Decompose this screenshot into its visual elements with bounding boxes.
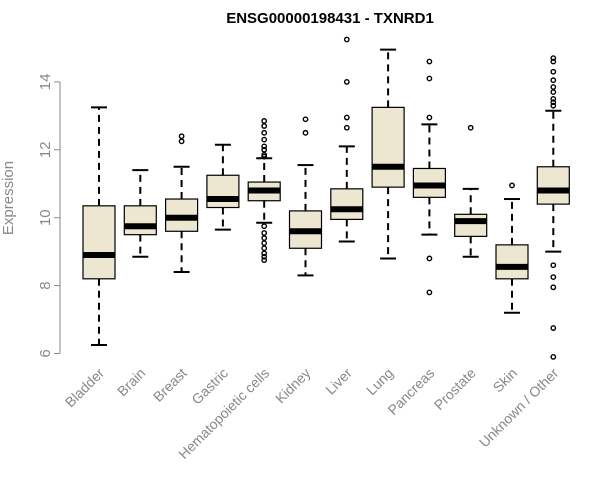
outlier-point	[550, 95, 557, 102]
outlier-point	[302, 116, 309, 123]
box-liver	[330, 36, 364, 243]
outlier-point	[261, 257, 268, 264]
outlier-point	[261, 230, 268, 236]
outlier-point	[343, 36, 350, 43]
chart-title: ENSG00000198431 - TXNRD1	[226, 10, 434, 27]
y-tick-label: 10	[37, 209, 54, 226]
y-tick-label: 8	[37, 281, 54, 289]
x-tick-label: Kidney	[272, 365, 314, 407]
outlier-point	[550, 84, 557, 90]
outlier-point	[343, 79, 350, 85]
outlier-point	[261, 143, 268, 150]
iqr-box	[371, 106, 405, 188]
x-tick-label: Prostate	[431, 365, 479, 413]
outlier-point	[261, 245, 268, 252]
outlier-point	[426, 114, 433, 121]
x-tick-label: Bladder	[62, 365, 108, 411]
outlier-point	[550, 58, 557, 65]
outlier-point	[343, 124, 350, 131]
outlier-point	[302, 129, 309, 136]
outlier-point	[178, 133, 185, 140]
outlier-point	[550, 89, 557, 95]
outlier-point	[178, 138, 185, 145]
iqr-box	[330, 188, 364, 220]
outlier-point	[550, 68, 557, 75]
box-kidney	[288, 116, 323, 277]
iqr-box	[206, 174, 240, 209]
y-tick-label: 6	[37, 349, 54, 357]
outlier-point	[550, 284, 557, 291]
iqr-box	[82, 205, 116, 280]
outlier-point	[343, 114, 350, 121]
x-tick-label: Skin	[490, 365, 521, 396]
iqr-box	[454, 213, 488, 237]
outlier-point	[261, 123, 268, 129]
outlier-point	[261, 146, 268, 153]
box-breast	[165, 133, 199, 274]
x-tick-label: Liver	[322, 365, 355, 398]
y-axis-label: Expression	[0, 161, 17, 235]
iqr-box	[495, 244, 529, 280]
outlier-point	[261, 235, 268, 241]
box-prostate	[454, 124, 488, 258]
box-unknown-other	[536, 55, 570, 360]
outlier-point	[426, 58, 433, 65]
outlier-point	[550, 262, 557, 269]
box-lung	[371, 48, 405, 260]
outlier-point	[467, 124, 474, 131]
outlier-point	[261, 250, 268, 257]
box-gastric	[206, 143, 240, 231]
outlier-point	[261, 136, 268, 143]
box-bladder	[82, 106, 116, 347]
boxes-group	[82, 36, 570, 360]
iqr-box	[536, 166, 570, 205]
outlier-point	[509, 182, 515, 189]
outlier-point	[550, 102, 557, 109]
outlier-point	[261, 129, 268, 136]
outlier-point	[261, 253, 268, 260]
y-tick-label: 14	[37, 74, 54, 91]
outlier-point	[550, 99, 557, 106]
iqr-box	[123, 205, 157, 236]
outlier-point	[261, 118, 268, 124]
y-axis: 6 8 10 12 14	[37, 74, 61, 358]
outlier-point	[550, 353, 557, 360]
x-tick-label: Lung	[363, 365, 396, 398]
y-tick-label: 12	[37, 141, 54, 158]
box-pancreas	[412, 58, 446, 296]
outlier-point	[261, 240, 268, 247]
outlier-point	[261, 223, 268, 230]
outlier-point	[550, 77, 557, 84]
box-brain	[123, 169, 157, 258]
box-skin	[495, 182, 529, 314]
x-tick-label: Brain	[114, 365, 148, 399]
outlier-point	[550, 274, 557, 281]
outlier-point	[426, 255, 433, 262]
box-hematopoietic-cells	[247, 118, 281, 264]
outlier-point	[550, 325, 557, 331]
outlier-point	[426, 289, 433, 296]
x-tick-label: Breast	[150, 365, 190, 405]
outlier-point	[426, 75, 433, 82]
outlier-point	[550, 55, 557, 62]
